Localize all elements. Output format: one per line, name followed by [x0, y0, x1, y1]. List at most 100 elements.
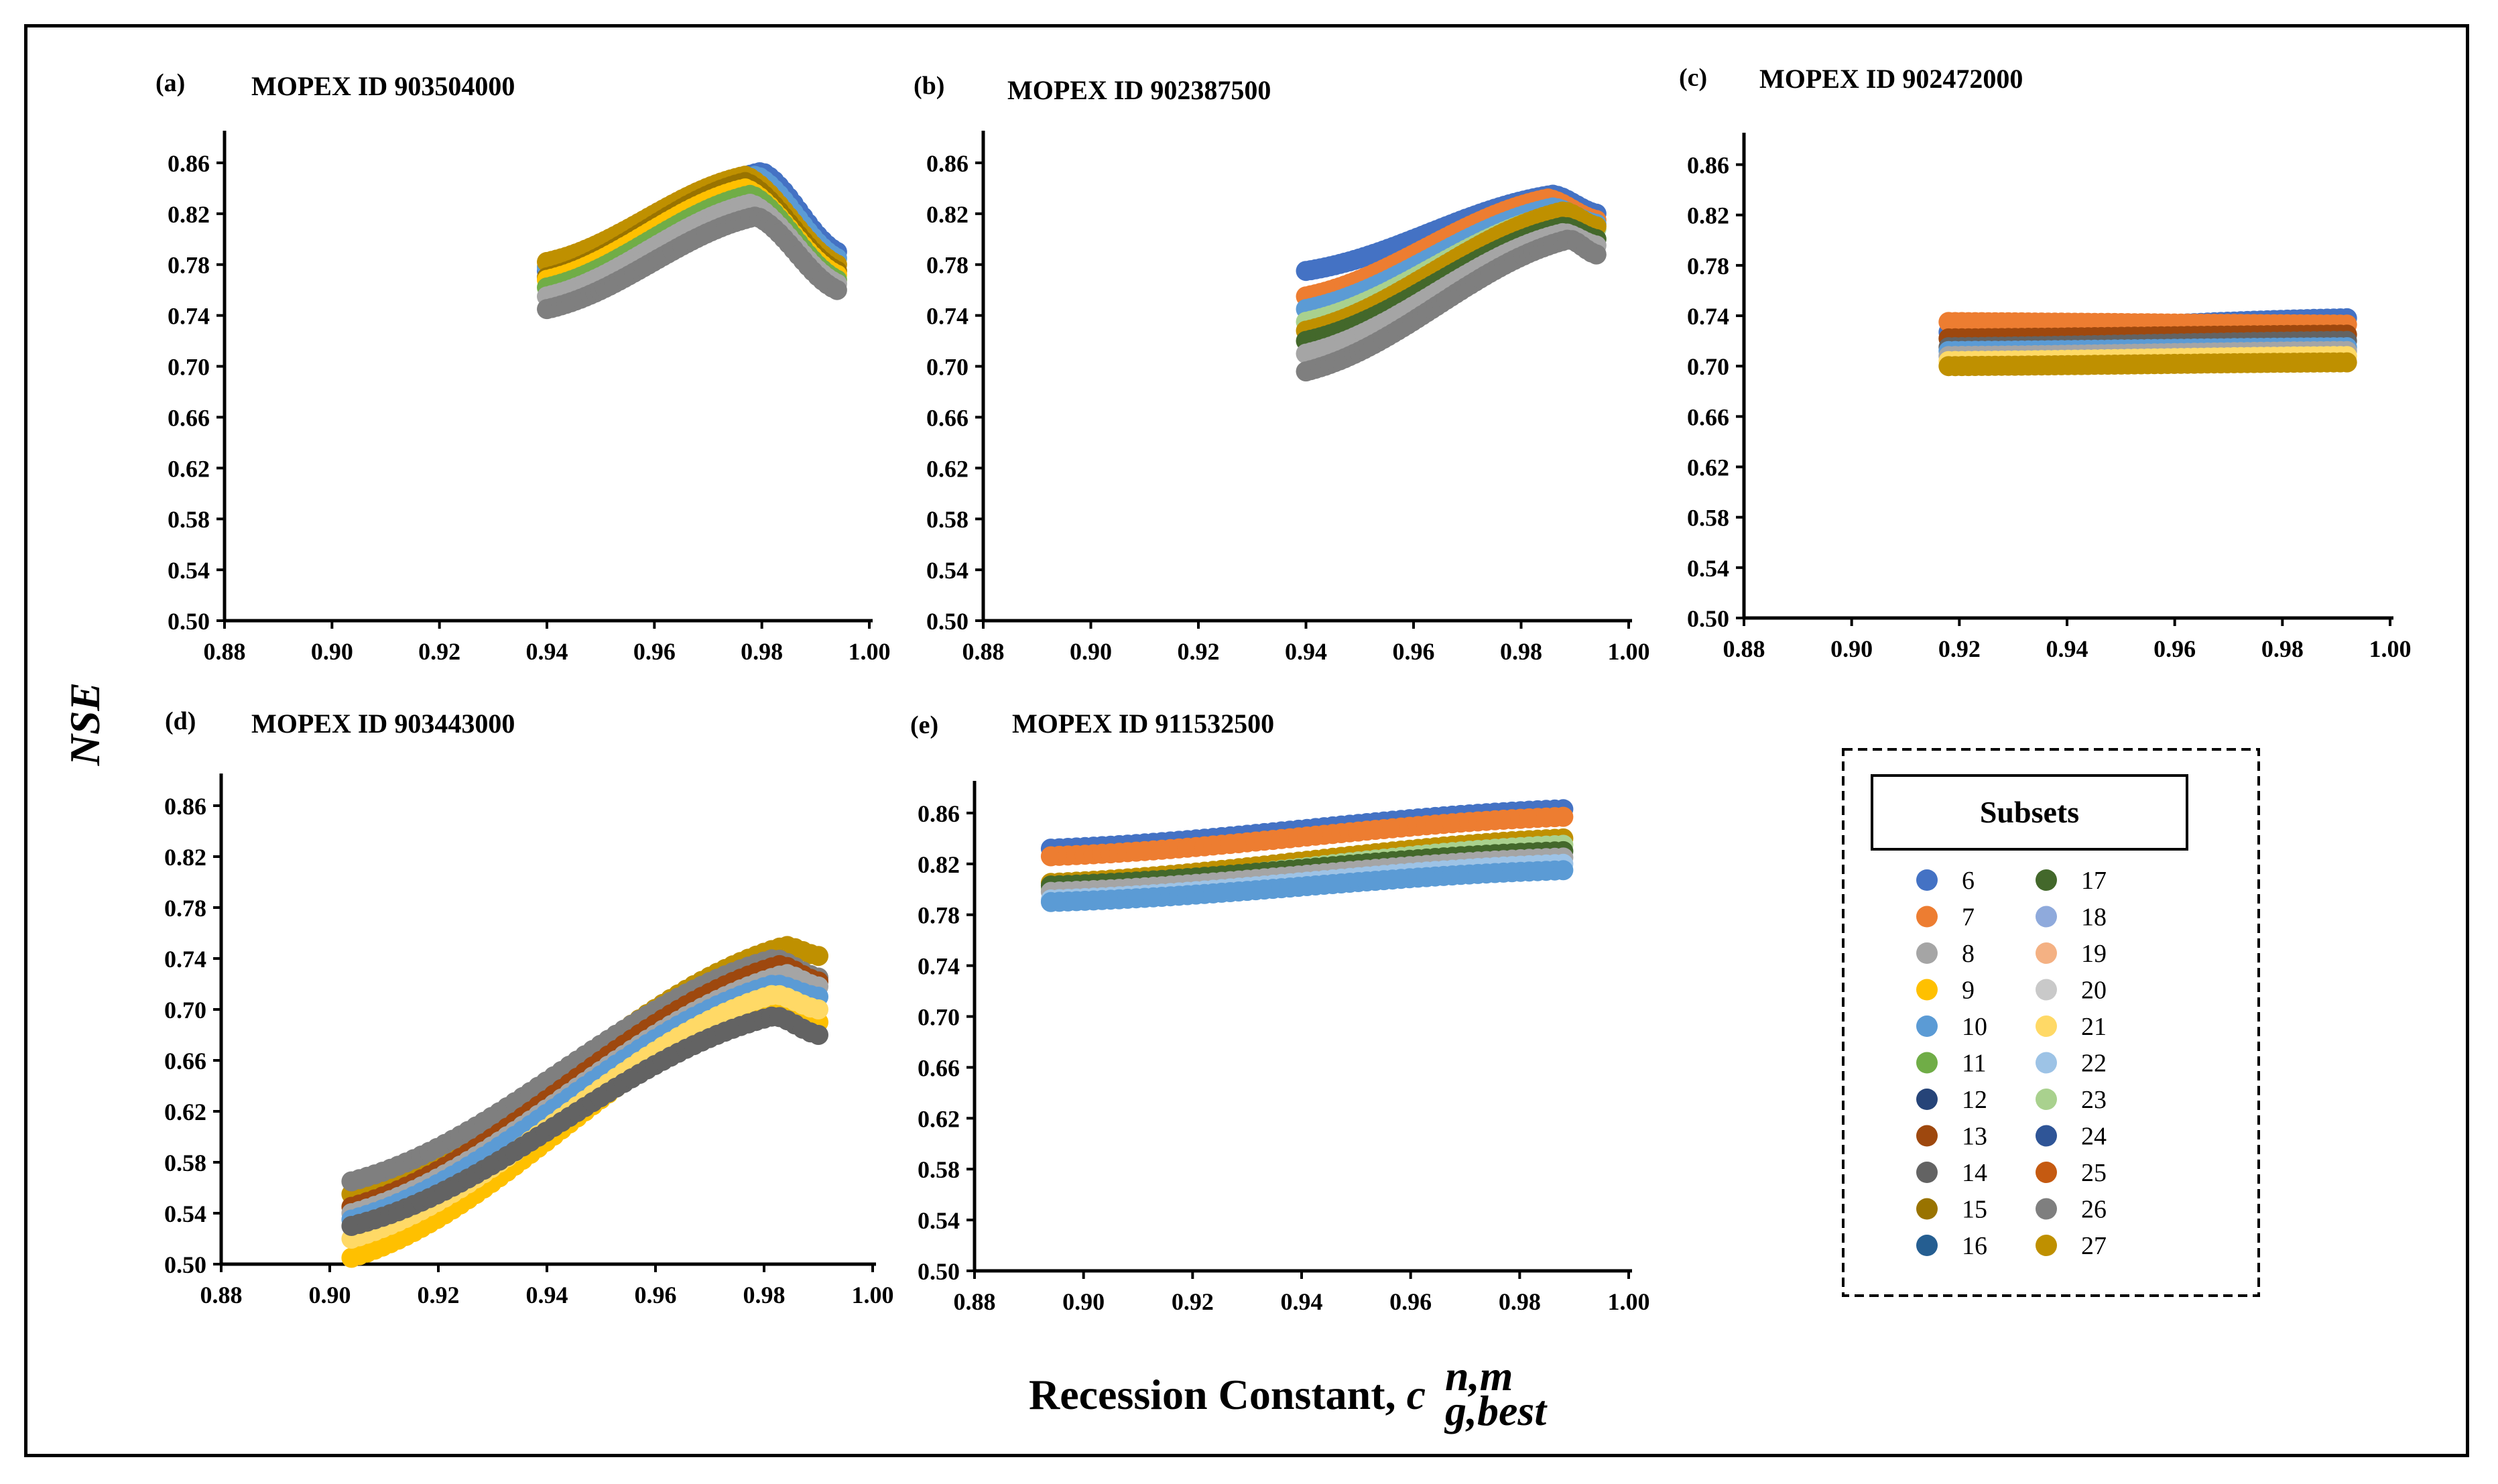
legend-marker [1916, 906, 1938, 928]
x-axis-title-sup: n,m [1445, 1352, 1513, 1400]
x-tick-label: 0.98 [743, 1282, 786, 1308]
legend-marker [1916, 1089, 1938, 1110]
y-tick-label: 0.58 [164, 1150, 206, 1176]
y-tick-label: 0.86 [164, 793, 206, 820]
y-tick-label: 0.70 [164, 997, 206, 1024]
y-tick-label: 0.50 [1687, 605, 1729, 632]
x-tick-label: 0.92 [1178, 638, 1220, 665]
data-point [1586, 244, 1607, 265]
legend-item-21: 21 [2036, 1013, 2107, 1041]
legend-marker [2036, 906, 2057, 928]
x-axis-title-sub: g,best [1444, 1387, 1548, 1434]
panel-title: MOPEX ID 903504000 [251, 71, 515, 101]
legend-marker [1916, 1052, 1938, 1074]
y-tick-label: 0.70 [1687, 353, 1729, 380]
legend-marker [1916, 979, 1938, 1001]
y-tick-label: 0.86 [918, 800, 960, 827]
panel-label: (d) [165, 707, 196, 735]
panel-b: (b) MOPEX ID 902387500 0.50 0.54 0.58 0.62 0.6… [914, 72, 1650, 665]
x-tick-label: 0.90 [1062, 1288, 1105, 1315]
legend-item-26: 26 [2036, 1196, 2107, 1224]
x-tick-label: 0.88 [954, 1288, 996, 1315]
y-tick-label: 0.86 [1687, 152, 1729, 179]
y-tick-label: 0.54 [918, 1207, 960, 1234]
x-tick-label: 0.90 [311, 638, 353, 665]
y-tick-label: 0.70 [926, 354, 969, 381]
panel-label: (b) [914, 72, 944, 100]
legend-item-27: 27 [2036, 1232, 2107, 1260]
y-tick-label: 0.66 [168, 404, 210, 431]
y-tick-label: 0.82 [1687, 202, 1729, 229]
panel-c: (c) MOPEX ID 902472000 0.50 0.54 0.58 0.62 0.6… [1679, 64, 2412, 662]
legend-item-18: 18 [2036, 904, 2107, 932]
legend-item-20: 20 [2036, 977, 2107, 1005]
x-tick-label: 0.90 [309, 1282, 351, 1308]
legend-item-12: 12 [1916, 1086, 1987, 1114]
legend-item-7: 7 [1916, 904, 1975, 932]
y-tick-label: 0.50 [168, 608, 210, 635]
legend-label: 20 [2081, 977, 2107, 1005]
y-tick-label: 0.62 [926, 455, 969, 482]
data-point [826, 280, 847, 300]
legend-marker [2036, 869, 2057, 891]
legend-marker [2036, 1235, 2057, 1256]
legend-item-24: 24 [2036, 1123, 2107, 1151]
x-tick-label: 0.94 [1285, 638, 1327, 665]
x-tick-label: 0.88 [962, 638, 1005, 665]
legend-label: 17 [2081, 867, 2107, 895]
panel-e: (e) MOPEX ID 911532500 0.50 0.54 0.58 0.62 0.6… [910, 708, 1650, 1315]
y-tick-label: 0.74 [164, 946, 206, 973]
y-tick-label: 0.54 [1687, 555, 1729, 582]
y-tick-label: 0.54 [164, 1200, 206, 1227]
y-tick-label: 0.82 [918, 851, 960, 878]
svg-text:Recession Constant, c: Recession Constant, c [1029, 1371, 1426, 1418]
legend-label: 8 [1962, 940, 1975, 968]
y-tick-label: 0.82 [926, 201, 969, 228]
legend-marker [1916, 1015, 1938, 1037]
legend-marker [1916, 1198, 1938, 1220]
y-tick-label: 0.74 [918, 953, 960, 980]
legend-marker [2036, 979, 2057, 1001]
y-tick-label: 0.78 [1687, 253, 1729, 280]
legend-label: 19 [2081, 940, 2107, 968]
legend-item-9: 9 [1916, 977, 1975, 1005]
y-tick-label: 0.70 [918, 1004, 960, 1031]
x-axis-title: Recession Constant, c n,m g,best [1029, 1352, 1548, 1434]
legend-item-13: 13 [1916, 1123, 1987, 1151]
legend-item-15: 15 [1916, 1196, 1987, 1224]
x-tick-label: 0.90 [1830, 635, 1873, 662]
legend-label: 13 [1962, 1123, 1987, 1151]
legend-marker [2036, 1089, 2057, 1110]
x-tick-label: 0.94 [526, 1282, 568, 1308]
legend-label: 9 [1962, 977, 1975, 1005]
legend-label: 22 [2081, 1050, 2107, 1078]
x-tick-label: 0.94 [1281, 1288, 1323, 1315]
y-tick-label: 0.86 [168, 150, 210, 177]
x-tick-label: 0.88 [1723, 635, 1765, 662]
y-tick-label: 0.58 [1687, 505, 1729, 532]
series-26 [1296, 229, 1607, 382]
series-27 [1938, 352, 2357, 377]
x-tick-label: 1.00 [2369, 635, 2412, 662]
legend-label: 21 [2081, 1013, 2107, 1041]
legend: Subsets 6 7 8 9 10 11 12 13 14 15 16 17 18 19 20 21 22 23… [1842, 748, 2260, 1297]
x-tick-label: 0.88 [204, 638, 246, 665]
panel-d: (d) MOPEX ID 903443000 0.50 0.54 0.58 0.62 0.6… [164, 707, 894, 1308]
legend-label: 27 [2081, 1232, 2107, 1260]
x-tick-label: 0.92 [1172, 1288, 1214, 1315]
x-tick-label: 0.88 [200, 1282, 243, 1308]
legend-label: 23 [2081, 1086, 2107, 1114]
panel-title: MOPEX ID 903443000 [251, 708, 515, 739]
legend-item-8: 8 [1916, 940, 1975, 968]
y-tick-label: 0.62 [164, 1099, 206, 1125]
legend-item-22: 22 [2036, 1050, 2107, 1078]
legend-marker [1916, 1125, 1938, 1147]
x-tick-label: 0.92 [418, 638, 460, 665]
y-tick-label: 0.74 [168, 303, 210, 330]
series-9 [341, 993, 828, 1268]
y-axis-title: NSE [61, 682, 109, 767]
y-tick-label: 0.50 [164, 1251, 206, 1278]
x-tick-label: 0.92 [1938, 635, 1981, 662]
legend-item-11: 11 [1916, 1050, 1987, 1078]
